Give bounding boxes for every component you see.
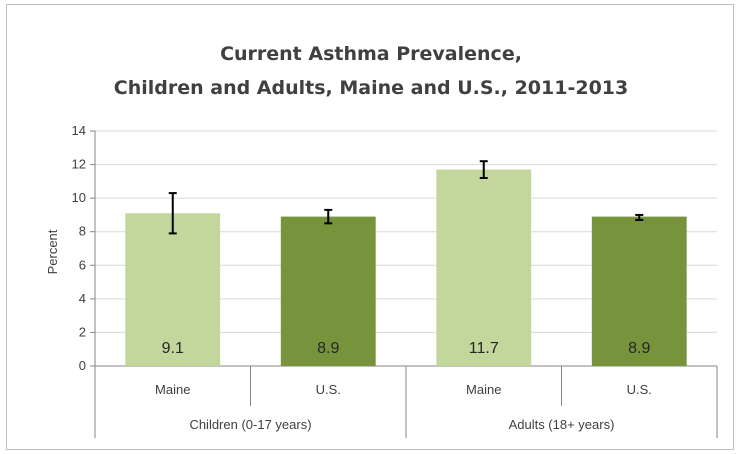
x-group-label: Children (0-17 years) — [189, 417, 311, 432]
y-tick-label: 12 — [72, 157, 86, 172]
x-category-label: U.S. — [316, 382, 341, 397]
y-tick-label: 2 — [79, 324, 86, 339]
y-tick-label: 0 — [79, 358, 86, 373]
data-label: 11.7 — [469, 340, 499, 357]
y-axis-label: Percent — [45, 229, 60, 274]
x-category-label: Maine — [466, 382, 501, 397]
chart-frame: Current Asthma Prevalence, Children and … — [6, 4, 734, 450]
x-category-label: U.S. — [627, 382, 652, 397]
y-tick-label: 4 — [79, 291, 86, 306]
bar — [436, 169, 532, 366]
data-label: 9.1 — [162, 340, 184, 357]
data-label: 8.9 — [317, 340, 339, 357]
bar — [591, 216, 687, 366]
y-tick-label: 14 — [72, 123, 86, 138]
data-label: 8.9 — [628, 340, 650, 357]
y-tick-label: 6 — [79, 257, 86, 272]
chart-title-line-1: Current Asthma Prevalence, — [220, 43, 522, 65]
x-category-label: Maine — [155, 382, 190, 397]
bar-chart: Current Asthma Prevalence, Children and … — [45, 43, 718, 438]
y-tick-label: 8 — [79, 224, 86, 239]
x-group-label: Adults (18+ years) — [509, 417, 615, 432]
y-tick-label: 10 — [72, 190, 86, 205]
bar — [280, 216, 376, 366]
chart-title-line-2: Children and Adults, Maine and U.S., 201… — [114, 77, 628, 99]
bar — [125, 213, 221, 366]
